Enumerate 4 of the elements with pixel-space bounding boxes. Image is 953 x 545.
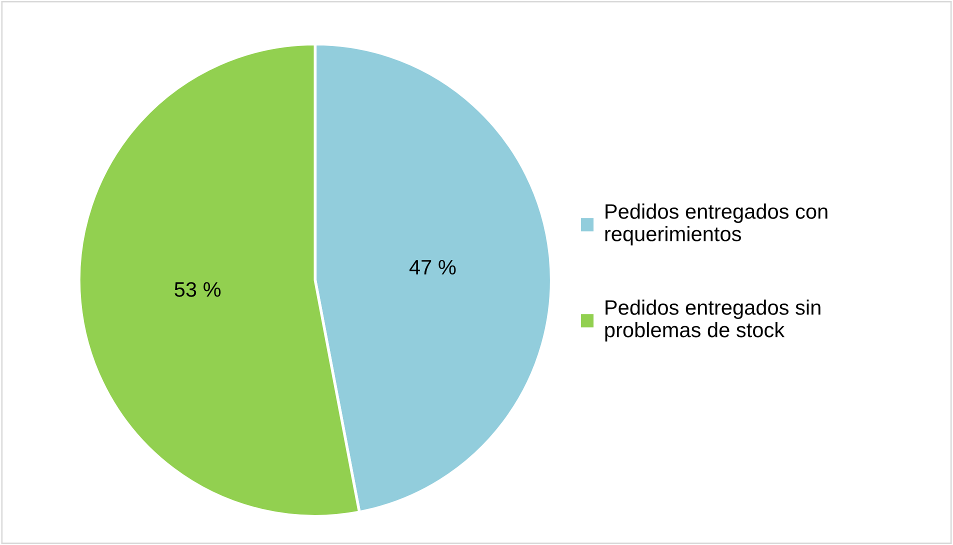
legend-label: Pedidos entregados sin problemas de stock (605, 300, 820, 342)
legend-label: Pedidos entregados con requerimientos (605, 204, 828, 246)
data-label: 53 % (174, 282, 221, 297)
data-label: 47 % (409, 260, 456, 275)
